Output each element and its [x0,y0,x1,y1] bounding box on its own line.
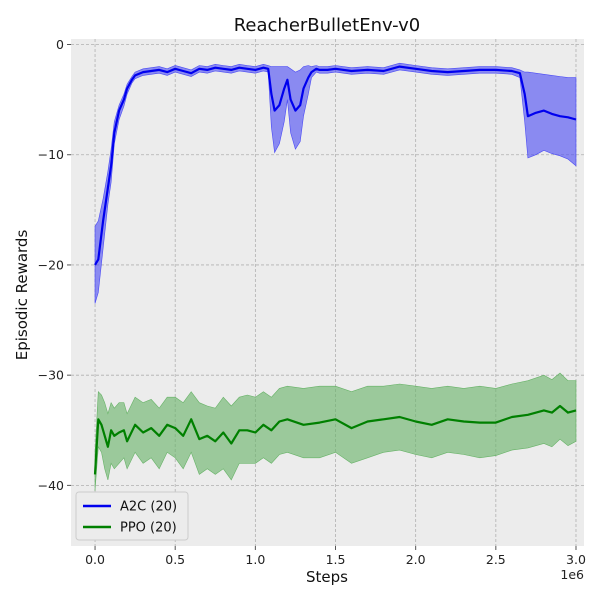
plot-area [71,39,584,546]
chart-title: ReacherBulletEnv-v0 [234,15,421,36]
x-tick-label: 2.0 [406,552,426,567]
y-axis-label: Episodic Rewards [13,230,31,361]
x-tick-label: 2.5 [486,552,506,567]
x-tick-label: 1.0 [245,552,265,567]
band-ppo-20 [94,372,577,491]
legend: A2C (20) PPO (20) [75,491,189,541]
legend-label: A2C (20) [120,500,177,515]
x-tick-label: 3.0 [566,552,586,567]
y-tick-label: −20 [38,257,64,272]
x-tick-label: 0.0 [85,552,105,567]
line-ppo-20 [93,404,577,475]
legend-label: PPO (20) [120,521,177,536]
series-lines [93,65,577,475]
x-axis-multiplier: 1e6 [560,567,584,582]
x-axis-label: Steps [306,568,348,586]
y-tick-label: −40 [38,478,64,493]
y-tick-label: 0 [56,37,64,52]
axis-ticks: 0.0 0.5 1.0 1.5 2.0 2.5 3.0 0 −10 −20 −30 −40 [38,37,586,567]
line-a2c-20 [94,65,577,266]
y-tick-label: −30 [38,368,64,383]
band-a2c-20 [94,62,577,304]
x-tick-label: 0.5 [165,552,185,567]
y-tick-label: −10 [38,147,64,162]
confidence-bands [94,62,577,491]
x-tick-label: 1.5 [326,552,346,567]
